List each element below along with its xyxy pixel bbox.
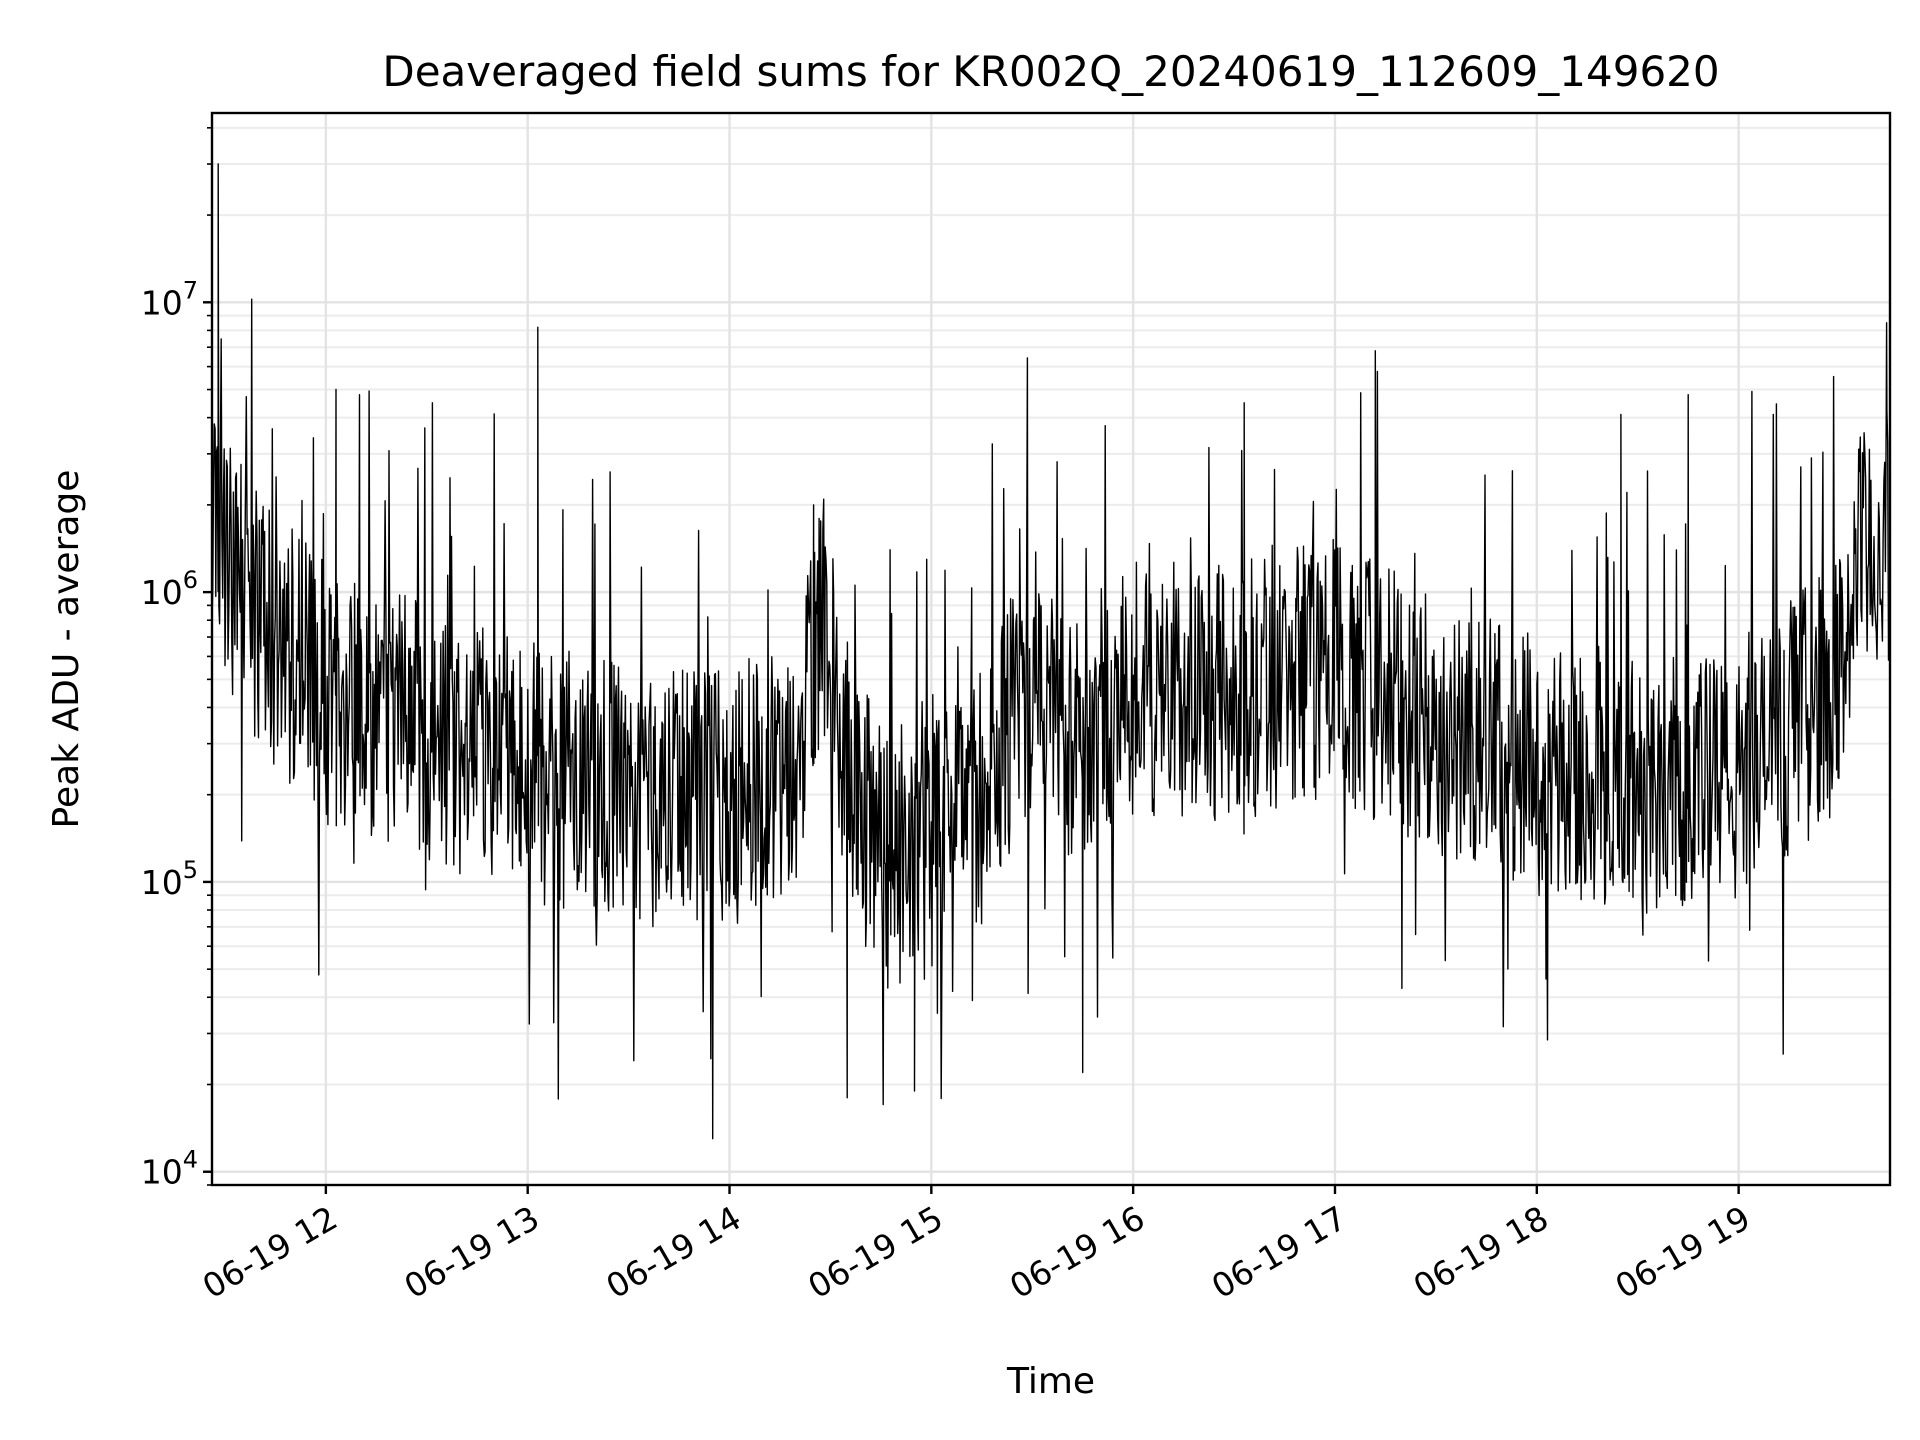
x-axis-label: Time [1006, 1361, 1095, 1402]
x-tick-label: 06-19 17 [1205, 1198, 1353, 1306]
x-tick-label: 06-19 19 [1609, 1198, 1757, 1306]
plot-frame [210, 111, 1892, 1187]
y-tick-label: 107 [141, 276, 198, 322]
chart-title: Deaveraged field sums for KR002Q_2024061… [382, 47, 1719, 96]
axis-ticks [203, 127, 1740, 1194]
y-axis-label: Peak ADU - average [46, 470, 87, 829]
x-tick-label: 06-19 16 [1003, 1198, 1151, 1306]
y-tick-label: 105 [141, 856, 198, 902]
series [211, 163, 1891, 1140]
x-tick-label: 06-19 15 [801, 1198, 949, 1306]
series-line [211, 163, 1891, 1140]
y-tick-label: 104 [141, 1146, 198, 1192]
x-tick-label: 06-19 18 [1407, 1198, 1555, 1306]
x-tick-label: 06-19 14 [600, 1198, 748, 1306]
x-tick-label: 06-19 12 [196, 1198, 344, 1306]
y-tick-label: 106 [141, 566, 198, 612]
x-tick-label: 06-19 13 [398, 1198, 546, 1306]
